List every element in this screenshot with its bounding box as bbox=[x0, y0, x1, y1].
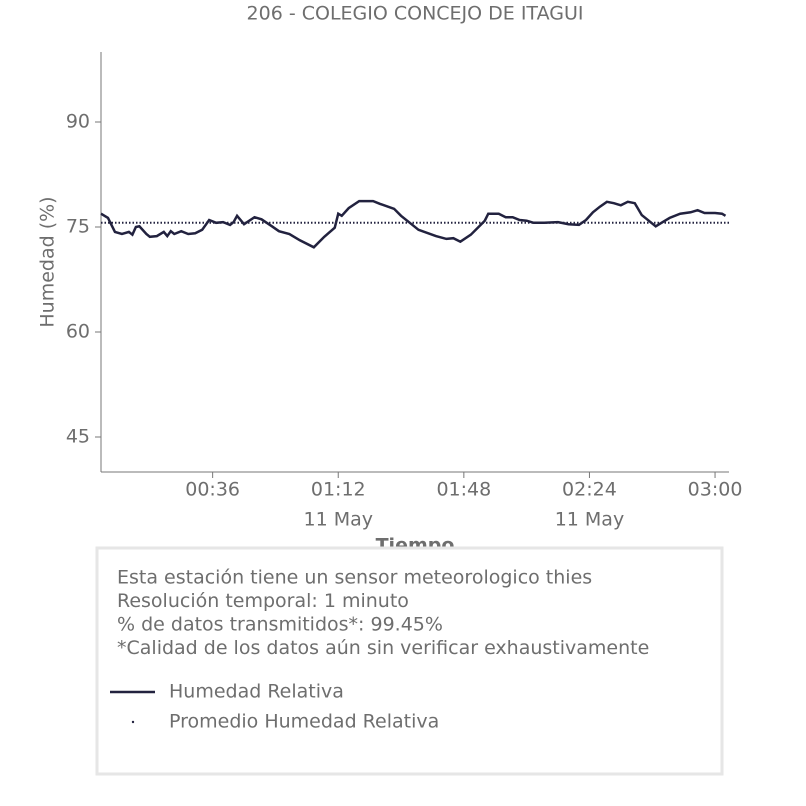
y-tick-label: 90 bbox=[66, 111, 90, 133]
info-line: % de datos transmitidos*: 99.45% bbox=[117, 614, 443, 636]
data-line bbox=[100, 199, 727, 249]
x-tick-label: 01:12 bbox=[311, 479, 366, 501]
x-tick-date: 11 May bbox=[303, 509, 373, 531]
y-axis-label: Humedad (%) bbox=[37, 196, 59, 327]
legend-dot bbox=[131, 720, 135, 724]
legend-label: Humedad Relativa bbox=[169, 681, 344, 703]
y-tick-label: 45 bbox=[66, 426, 90, 448]
x-tick-date: 11 May bbox=[555, 509, 625, 531]
info-line: *Calidad de los datos aún sin verificar … bbox=[117, 637, 649, 659]
x-tick-label: 01:48 bbox=[436, 479, 491, 501]
info-box bbox=[95, 546, 724, 776]
info-line: Esta estación tiene un sensor meteorolog… bbox=[117, 567, 592, 589]
info-line: Resolución temporal: 1 minuto bbox=[117, 590, 409, 612]
x-tick-label: 03:00 bbox=[688, 479, 743, 501]
chart-title: 206 - COLEGIO CONCEJO DE ITAGUI bbox=[247, 3, 584, 25]
x-tick-label: 00:36 bbox=[185, 479, 240, 501]
y-tick-label: 75 bbox=[66, 216, 90, 238]
legend-label: Promedio Humedad Relativa bbox=[169, 711, 439, 733]
y-tick-label: 60 bbox=[66, 321, 90, 343]
x-tick-label: 02:24 bbox=[562, 479, 617, 501]
